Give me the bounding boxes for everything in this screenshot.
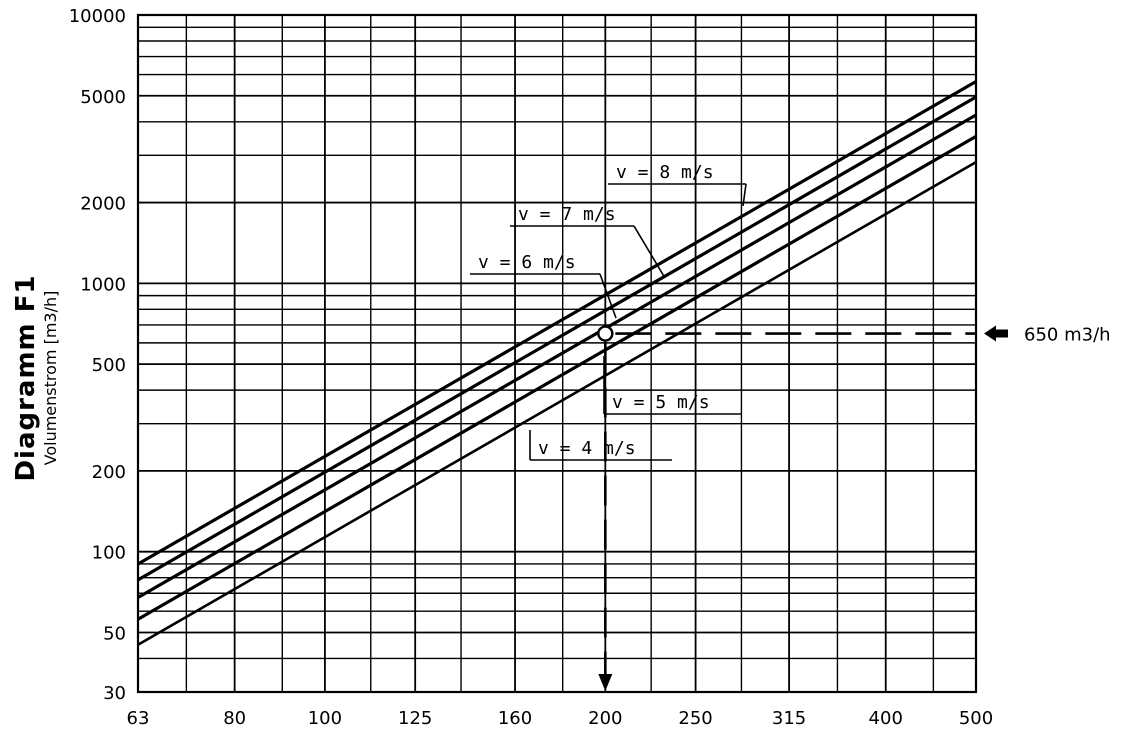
x-tick-label: 160 [498, 708, 532, 729]
series-line [137, 113, 977, 599]
y-tick-label: 50 [103, 623, 126, 644]
y-tick-label: 30 [103, 683, 126, 704]
series-label: v = 8 m/s [616, 162, 714, 183]
x-tick-label: 125 [398, 708, 432, 729]
y-tick-label: 200 [92, 462, 126, 483]
series-labels: v = 8 m/sv = 7 m/s v = 6 m/s v = 5 m/s v = … [470, 162, 747, 461]
x-tick-label: 200 [588, 708, 622, 729]
down-arrow-icon [598, 674, 613, 691]
x-tick-label: 63 [127, 708, 150, 729]
y-tick-label: 100 [92, 543, 126, 564]
chart-title: Diagramm F1 [11, 274, 41, 481]
x-tick-label: 100 [308, 708, 342, 729]
series-label-leader [633, 225, 666, 279]
grid-major [136, 13, 978, 694]
left-arrow-icon [984, 325, 1008, 342]
y-axis-label: Volumenstrom [m3/h] [41, 291, 60, 466]
x-tick-label: 400 [869, 708, 903, 729]
plot-frame [136, 13, 978, 694]
y-tick-label: 500 [92, 355, 126, 376]
series-label: v = 4 m/s [538, 438, 636, 459]
series-label-leader [742, 183, 747, 207]
series-line [137, 134, 977, 621]
series-label: v = 5 m/s [612, 392, 710, 413]
y-tick-label: 2000 [80, 194, 126, 215]
series-label: v = 6 m/s [478, 252, 576, 273]
series-line [137, 160, 977, 646]
marked-point [597, 325, 614, 342]
y-axis-ticks: 10000 5000 2000 1000 500 200 100 50 30 [69, 6, 126, 704]
x-tick-label: 500 [959, 708, 993, 729]
series-label-leader [599, 273, 617, 319]
x-tick-label: 250 [678, 708, 712, 729]
series-line [137, 80, 977, 566]
series-lines [137, 80, 977, 646]
x-axis-ticks: 63 80 100 125 160 200 250 315 400 500 [127, 708, 994, 729]
x-tick-label: 315 [772, 708, 806, 729]
annotation-guides [597, 325, 1008, 691]
grid-minor [138, 15, 976, 692]
x-tick-label: 80 [223, 708, 246, 729]
series-line [137, 95, 977, 582]
y-tick-label: 10000 [69, 6, 126, 27]
series-label: v = 7 m/s [518, 204, 616, 225]
y-tick-label: 1000 [80, 274, 126, 295]
y-tick-label: 5000 [80, 87, 126, 108]
flow-value-label: 650 m3/h [1024, 325, 1111, 346]
